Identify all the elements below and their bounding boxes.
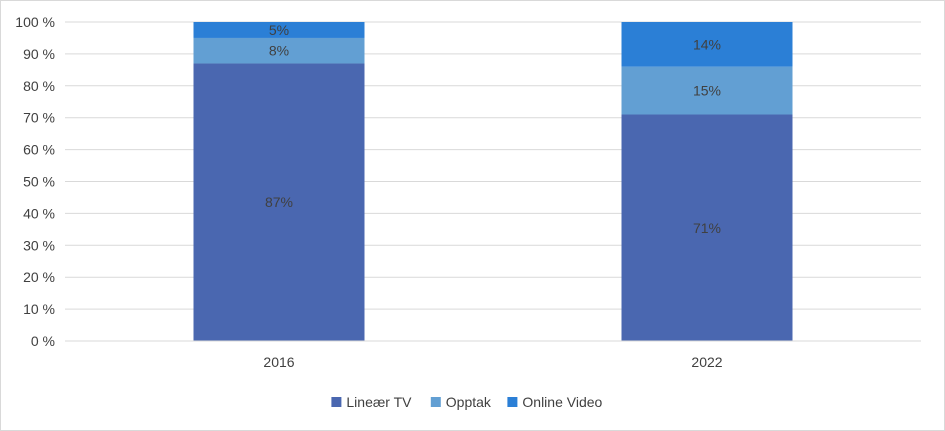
bar-segment xyxy=(193,22,365,38)
bar-segment xyxy=(621,66,793,115)
x-axis-ticks: 2016 2022 xyxy=(263,354,722,370)
legend-swatch xyxy=(507,397,518,407)
x-tick-label: 2022 xyxy=(691,354,722,370)
legend-label: Lineær TV xyxy=(346,394,412,410)
y-tick-label: 40 % xyxy=(23,205,55,221)
y-tick-label: 30 % xyxy=(23,237,55,253)
y-tick-label: 50 % xyxy=(23,174,55,190)
x-tick-label: 2016 xyxy=(263,354,294,370)
y-tick-label: 20 % xyxy=(23,269,55,285)
y-axis-ticks: 0 % 10 % 20 % 30 % 40 % 50 % 60 % 70 % 80 % 90 % 1… xyxy=(15,14,55,349)
legend-swatch xyxy=(331,397,342,407)
gridlines xyxy=(65,21,921,310)
data-label: 8% xyxy=(269,43,289,59)
bar-segment xyxy=(193,37,365,64)
data-label: 14% xyxy=(693,36,721,52)
y-tick-label: 90 % xyxy=(23,46,55,62)
data-labels: 87% 8% 5% 71% 15% 14% xyxy=(265,22,721,236)
legend: Lineær TV Opptak Online Video xyxy=(331,394,603,410)
data-label: 71% xyxy=(693,220,721,236)
bar-segment xyxy=(193,63,365,341)
legend-label: Opptak xyxy=(446,394,492,410)
data-label: 87% xyxy=(265,194,293,210)
y-tick-label: 10 % xyxy=(23,301,55,317)
y-tick-label: 80 % xyxy=(23,78,55,94)
bar-segment xyxy=(621,22,793,67)
bars xyxy=(193,22,793,341)
data-label: 5% xyxy=(269,22,289,38)
y-tick-label: 0 % xyxy=(31,333,55,349)
y-tick-label: 60 % xyxy=(23,142,55,158)
legend-label: Online Video xyxy=(522,394,602,410)
legend-swatch xyxy=(430,397,441,407)
data-label: 15% xyxy=(693,83,721,99)
y-tick-label: 100 % xyxy=(15,14,55,30)
bar-segment xyxy=(621,114,793,341)
y-tick-label: 70 % xyxy=(23,110,55,126)
